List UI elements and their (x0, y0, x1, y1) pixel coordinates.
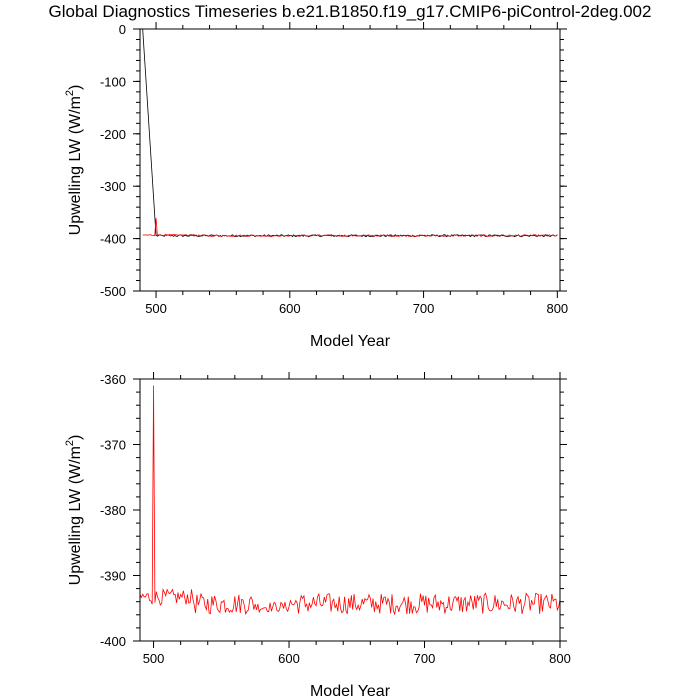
y-tick-label: -370 (100, 438, 126, 453)
x-tick-label: 600 (278, 651, 300, 666)
y-axis-label-sup: 2 (64, 440, 76, 446)
panel-2: 500 600 700 800 -360 -370 -380 -390 -400 Model Ye… (64, 372, 571, 700)
y-tick-label: -400 (100, 232, 126, 247)
x-tick-label: 600 (279, 301, 301, 316)
series-line-1 (140, 385, 560, 616)
x-axis-label: Model Year (310, 333, 391, 350)
y-axis-label-main: Upwelling LW (W/m (67, 446, 84, 585)
y-tick-label: -300 (100, 179, 126, 194)
plot-frame (139, 28, 561, 292)
y-tick-label: -400 (100, 634, 126, 649)
y-axis-label-close: ) (67, 435, 84, 440)
y-axis-label-sup: 2 (64, 90, 76, 96)
y-tick-label: -390 (100, 569, 126, 584)
y-tick-label: -360 (100, 372, 126, 387)
y-axis-label-main: Upwelling LW (W/m (67, 96, 84, 235)
x-tick-label: 500 (143, 651, 165, 666)
chart-title: Global Diagnostics Timeseries b.e21.B185… (48, 2, 652, 21)
series-line-1 (142, 29, 558, 238)
y-tick-label: -200 (100, 127, 126, 142)
y-tick-label: -380 (100, 503, 126, 518)
x-tick-label: 700 (413, 301, 435, 316)
x-tick-label: 500 (145, 301, 167, 316)
x-axis-label: Model Year (310, 683, 391, 700)
x-tick-label: 800 (549, 651, 571, 666)
x-tick-label: 800 (546, 301, 568, 316)
y-axis-label: Upwelling LW (W/m2) (64, 85, 84, 236)
x-tick-label: 700 (414, 651, 436, 666)
y-tick-label: 0 (119, 22, 126, 37)
y-axis-label: Upwelling LW (W/m2) (64, 435, 84, 586)
series-line-2 (142, 218, 558, 238)
y-axis-label-close: ) (67, 85, 84, 90)
y-tick-label: -500 (100, 284, 126, 299)
panel-1: 500 600 700 800 0 -100 -200 -300 -400 -500 Model Y… (64, 22, 568, 350)
y-tick-label: -100 (100, 74, 126, 89)
